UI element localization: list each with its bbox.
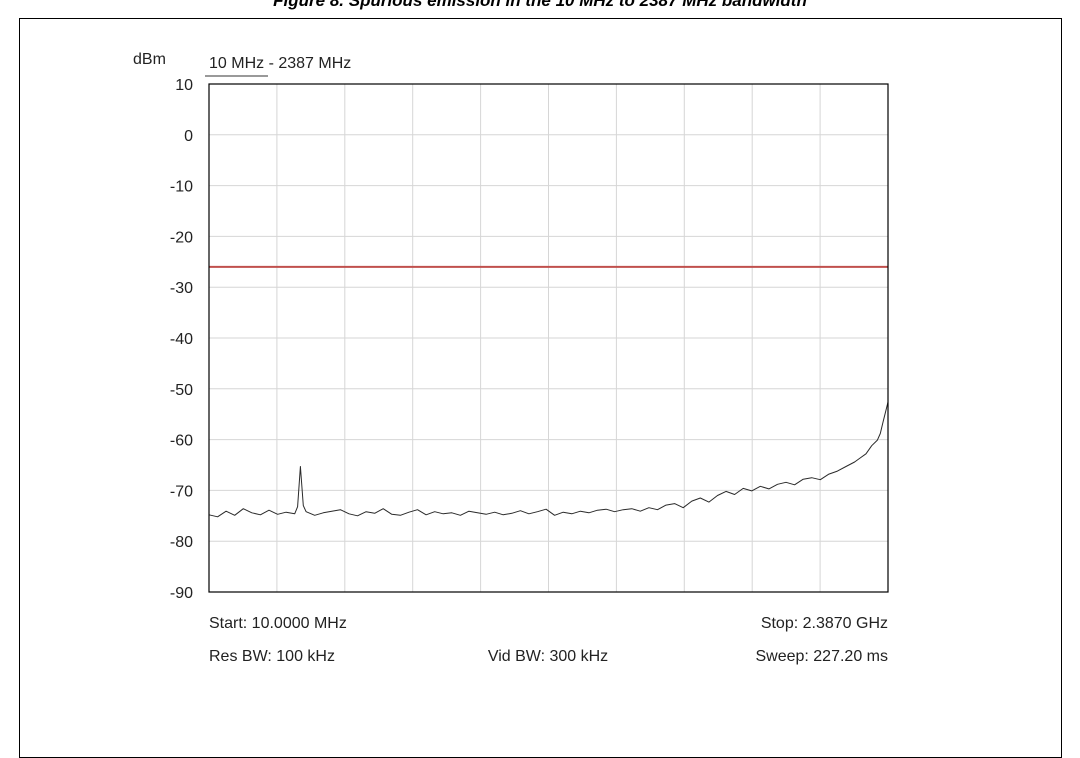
y-tick-label: -40 <box>170 331 193 348</box>
footer-sweep: Sweep: 227.20 ms <box>755 648 888 665</box>
y-tick-label: -60 <box>170 433 193 450</box>
footer-vid-bw: Vid BW: 300 kHz <box>488 648 608 665</box>
y-tick-label: -50 <box>170 382 193 399</box>
grid-layer <box>209 84 888 592</box>
y-tick-label: 10 <box>175 77 193 94</box>
footer-start: Start: 10.0000 MHz <box>209 615 347 632</box>
trace-layer <box>208 401 889 518</box>
footer-stop: Stop: 2.3870 GHz <box>761 615 888 632</box>
y-tick-label: -70 <box>170 483 193 500</box>
y-tick-labels: 10 0 -10 -20 -30 -40 -50 -60 -70 -80 -90 <box>170 77 193 602</box>
y-tick-label: -30 <box>170 280 193 297</box>
plot-border <box>208 83 889 593</box>
y-tick-label: -90 <box>170 585 193 602</box>
y-tick-label: -10 <box>170 179 193 196</box>
y-axis-unit-label: dBm <box>133 51 166 68</box>
y-tick-label: -80 <box>170 534 193 551</box>
y-tick-label: 0 <box>184 128 193 145</box>
spectrum-chart: 10 0 -10 -20 -30 -40 -50 -60 -70 -80 -90 dBm 10 MH… <box>133 51 889 665</box>
y-tick-label: -20 <box>170 229 193 246</box>
figure-caption: Figure 8. Spurious emission in the 10 MH… <box>273 0 807 10</box>
spectrum-trace <box>208 401 889 518</box>
footer-res-bw: Res BW: 100 kHz <box>209 648 335 665</box>
chart-title: 10 MHz - 2387 MHz <box>209 55 351 72</box>
